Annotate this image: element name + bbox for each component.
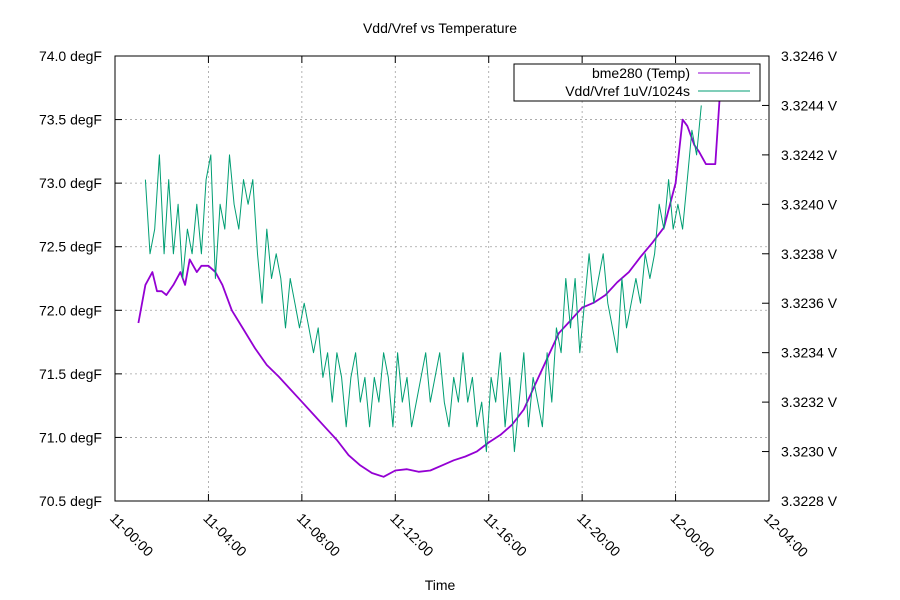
series-layer <box>137 94 721 478</box>
y2-tick-label: 3.3234 V <box>781 345 838 361</box>
y-tick-label: 71.5 degF <box>39 366 102 382</box>
y2-tick-label: 3.3246 V <box>781 48 838 64</box>
x-tick-label: 11-08:00 <box>294 510 344 560</box>
y-tick-label: 70.5 degF <box>39 493 102 509</box>
y-axis-left: 70.5 degF 71.0 degF 71.5 degF 72.0 degF 72.5… <box>39 48 122 509</box>
legend-box <box>513 63 761 102</box>
y2-tick-label: 3.3232 V <box>781 394 838 410</box>
y-tick-label: 72.5 degF <box>39 239 102 255</box>
x-tick-label: 12-04:00 <box>761 510 812 561</box>
x-tick-label: 11-12:00 <box>387 510 437 560</box>
plot-frame <box>114 55 770 502</box>
y2-tick-label: 3.3240 V <box>781 196 838 212</box>
y-tick-label: 74.0 degF <box>39 48 102 64</box>
x-tick-label: 11-04:00 <box>200 510 250 560</box>
chart-title: Vdd/Vref vs Temperature <box>363 20 517 36</box>
grid <box>115 56 769 501</box>
y-axis-right: 3.3228 V 3.3230 V 3.3232 V 3.3234 V 3.3236 V… <box>762 48 838 509</box>
y2-tick-label: 3.3236 V <box>781 295 838 311</box>
y2-tick-label: 3.3228 V <box>781 493 838 509</box>
y-tick-label: 73.5 degF <box>39 112 102 128</box>
legend-label-vdd: Vdd/Vref 1uV/1024s <box>565 83 690 99</box>
x-tick-label: 11-00:00 <box>107 510 157 560</box>
series-line-temp <box>137 94 721 478</box>
y-tick-label: 71.0 degF <box>39 429 102 445</box>
series-line-vdd <box>144 105 702 453</box>
y2-tick-label: 3.3244 V <box>781 97 838 113</box>
y2-tick-label: 3.3230 V <box>781 444 838 460</box>
x-tick-label: 11-20:00 <box>574 510 624 560</box>
legend: bme280 (Temp) Vdd/Vref 1uV/1024s <box>513 63 761 102</box>
y-tick-label: 72.0 degF <box>39 302 102 318</box>
x-tick-label: 11-16:00 <box>481 510 531 560</box>
x-tick-label: 12-00:00 <box>667 510 718 561</box>
x-axis: 11-00:00 11-04:00 11-08:00 11-12:00 11-16:00… <box>107 56 812 561</box>
y-tick-label: 73.0 degF <box>39 175 102 191</box>
y2-tick-label: 3.3238 V <box>781 246 838 262</box>
x-axis-title: Time <box>425 577 456 593</box>
y2-tick-label: 3.3242 V <box>781 147 838 163</box>
legend-label-temp: bme280 (Temp) <box>592 65 690 81</box>
